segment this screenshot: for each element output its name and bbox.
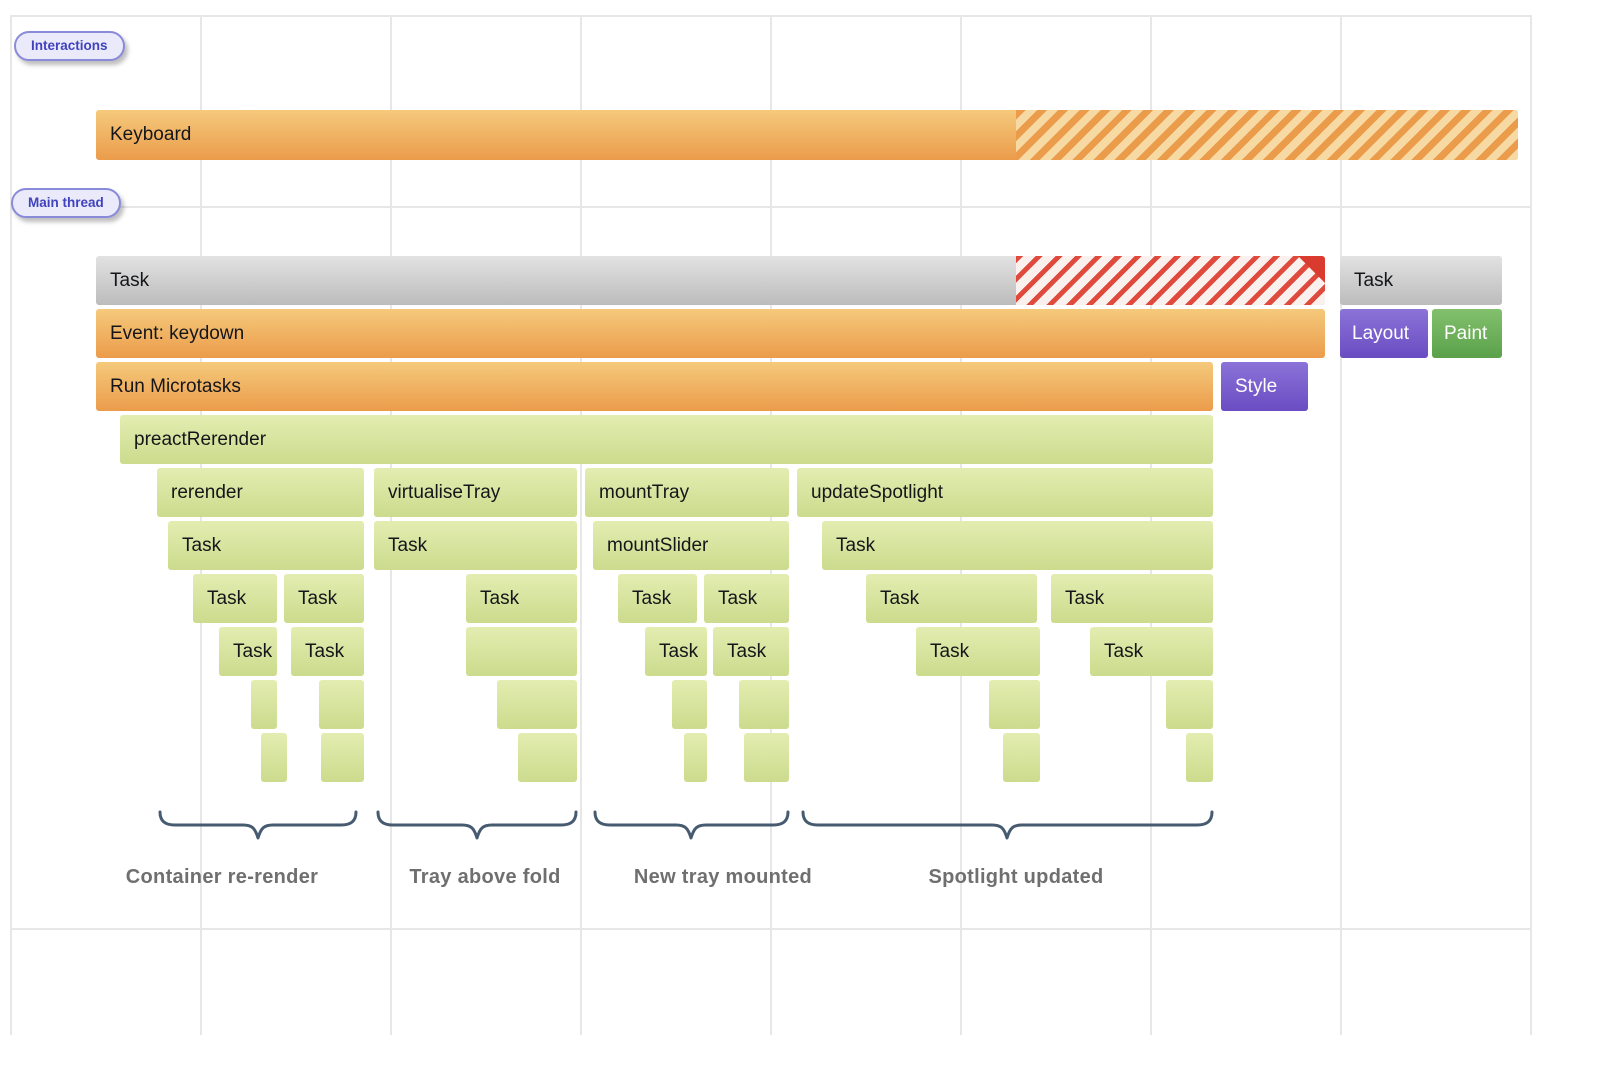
task-bar[interactable]: Task	[374, 521, 577, 570]
tray-above-fold-brace	[376, 810, 578, 840]
task-bar[interactable]	[739, 680, 789, 729]
gridline-horizontal	[10, 15, 1532, 17]
rerender-label: rerender	[171, 481, 243, 503]
task-bar[interactable]: Task	[193, 574, 277, 623]
task-label: Task	[305, 640, 345, 662]
task-bar[interactable]	[672, 680, 707, 729]
task-label: Task	[836, 534, 876, 556]
task-bar[interactable]: Task	[219, 627, 277, 676]
tray-above-fold-label: Tray above fold	[409, 866, 561, 888]
style-label: Style	[1235, 375, 1278, 397]
layout-bar[interactable]: Layout	[1340, 309, 1428, 358]
task-bar[interactable]: Task	[713, 627, 789, 676]
keyboard-interaction-label: Keyboard	[110, 124, 192, 145]
run-microtasks-bar[interactable]: Run Microtasks	[96, 362, 1213, 411]
task-bar[interactable]: Task	[618, 574, 697, 623]
task-label: Task	[388, 534, 428, 556]
container-rerender-label: Container re-render	[125, 866, 319, 888]
main-thread-track-pill[interactable]: Main thread	[11, 188, 121, 218]
task-bar[interactable]: Task	[645, 627, 707, 676]
task-bar[interactable]	[518, 733, 577, 782]
task-label: Task	[1104, 640, 1144, 662]
gridline-horizontal	[10, 928, 1532, 930]
container-rerender-brace	[158, 810, 358, 840]
task-bar[interactable]: Task	[822, 521, 1213, 570]
virtualise-tray-label: virtualiseTray	[388, 481, 501, 503]
run-microtasks-label: Run Microtasks	[110, 375, 241, 397]
new-tray-mounted-brace	[593, 810, 790, 840]
mount-tray-label: mountTray	[599, 481, 690, 503]
task-label: Task	[727, 640, 767, 662]
task-label: Task	[718, 587, 758, 609]
gridline-vertical	[10, 15, 12, 1035]
task-bar[interactable]	[1186, 733, 1213, 782]
preact-rerender-bar[interactable]: preactRerender	[120, 415, 1213, 464]
task-bar[interactable]: Task	[1090, 627, 1213, 676]
task-bar[interactable]	[319, 680, 364, 729]
task-label: Task	[182, 534, 222, 556]
task-label: Task	[632, 587, 672, 609]
interactions-track-pill[interactable]: Interactions	[14, 31, 125, 61]
task-bar[interactable]	[1003, 733, 1040, 782]
task-bar[interactable]	[321, 733, 364, 782]
task-bar[interactable]: Task	[866, 574, 1037, 623]
task-label: Task	[659, 640, 699, 662]
rerender-bar[interactable]: rerender	[157, 468, 364, 517]
task-bar[interactable]	[744, 733, 789, 782]
long-task-overrun-hatch	[1016, 256, 1325, 305]
task-bar[interactable]	[251, 680, 277, 729]
task-label: Task	[1065, 587, 1105, 609]
task-label: Task	[930, 640, 970, 662]
gridline-vertical	[580, 15, 582, 1035]
paint-label: Paint	[1444, 322, 1488, 344]
presentation-delay-hatch	[1016, 110, 1518, 160]
layout-label: Layout	[1352, 322, 1410, 344]
long-task-bar[interactable]: Task	[96, 256, 1325, 305]
update-spotlight-label: updateSpotlight	[811, 481, 944, 503]
preact-rerender-label: preactRerender	[134, 428, 267, 450]
task-bar[interactable]	[261, 733, 287, 782]
task-bar[interactable]: Task	[1340, 256, 1502, 305]
task-bar[interactable]: Task	[1051, 574, 1213, 623]
task-label: Task	[880, 587, 920, 609]
event-keydown-bar[interactable]: Event: keydown	[96, 309, 1325, 358]
task-label: Task	[207, 587, 247, 609]
virtualise-tray-bar[interactable]: virtualiseTray	[374, 468, 577, 517]
task-bar[interactable]: Task	[704, 574, 789, 623]
mount-slider-label: mountSlider	[607, 534, 709, 556]
gridline-horizontal	[10, 206, 1532, 208]
task-label: Task	[233, 640, 273, 662]
task-label: Task	[110, 269, 150, 291]
task-bar[interactable]: Task	[291, 627, 364, 676]
keyboard-interaction-bar[interactable]: Keyboard	[96, 110, 1518, 160]
mount-tray-bar[interactable]: mountTray	[585, 468, 789, 517]
long-task-warning-triangle-icon	[1298, 256, 1325, 283]
task-label: Task	[480, 587, 520, 609]
event-keydown-label: Event: keydown	[110, 322, 245, 344]
task-label: Task	[298, 587, 338, 609]
task-bar[interactable]: Task	[466, 574, 577, 623]
task-bar[interactable]: Task	[168, 521, 364, 570]
style-bar[interactable]: Style	[1221, 362, 1308, 411]
spotlight-updated-label: Spotlight updated	[928, 866, 1104, 888]
new-tray-mounted-label: New tray mounted	[633, 866, 813, 888]
task-label: Task	[1354, 269, 1394, 291]
task-bar[interactable]	[989, 680, 1040, 729]
update-spotlight-bar[interactable]: updateSpotlight	[797, 468, 1213, 517]
task-bar[interactable]	[684, 733, 707, 782]
spotlight-updated-brace	[801, 810, 1214, 840]
task-bar[interactable]	[497, 680, 577, 729]
task-bar[interactable]	[466, 627, 577, 676]
paint-bar[interactable]: Paint	[1432, 309, 1502, 358]
mount-slider-bar[interactable]: mountSlider	[593, 521, 789, 570]
gridline-vertical	[1340, 15, 1342, 1035]
gridline-vertical	[1530, 15, 1532, 1035]
task-bar[interactable]: Task	[916, 627, 1040, 676]
task-bar[interactable]: Task	[284, 574, 364, 623]
task-bar[interactable]	[1166, 680, 1213, 729]
